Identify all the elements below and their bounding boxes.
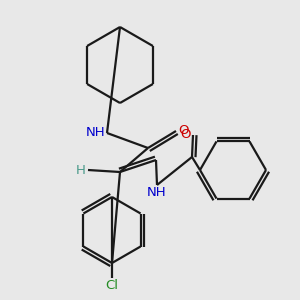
Text: NH: NH (85, 127, 105, 140)
Text: O: O (181, 128, 191, 142)
Text: Cl: Cl (106, 279, 118, 292)
Text: NH: NH (147, 186, 167, 199)
Text: H: H (76, 164, 86, 176)
Text: O: O (178, 124, 188, 137)
